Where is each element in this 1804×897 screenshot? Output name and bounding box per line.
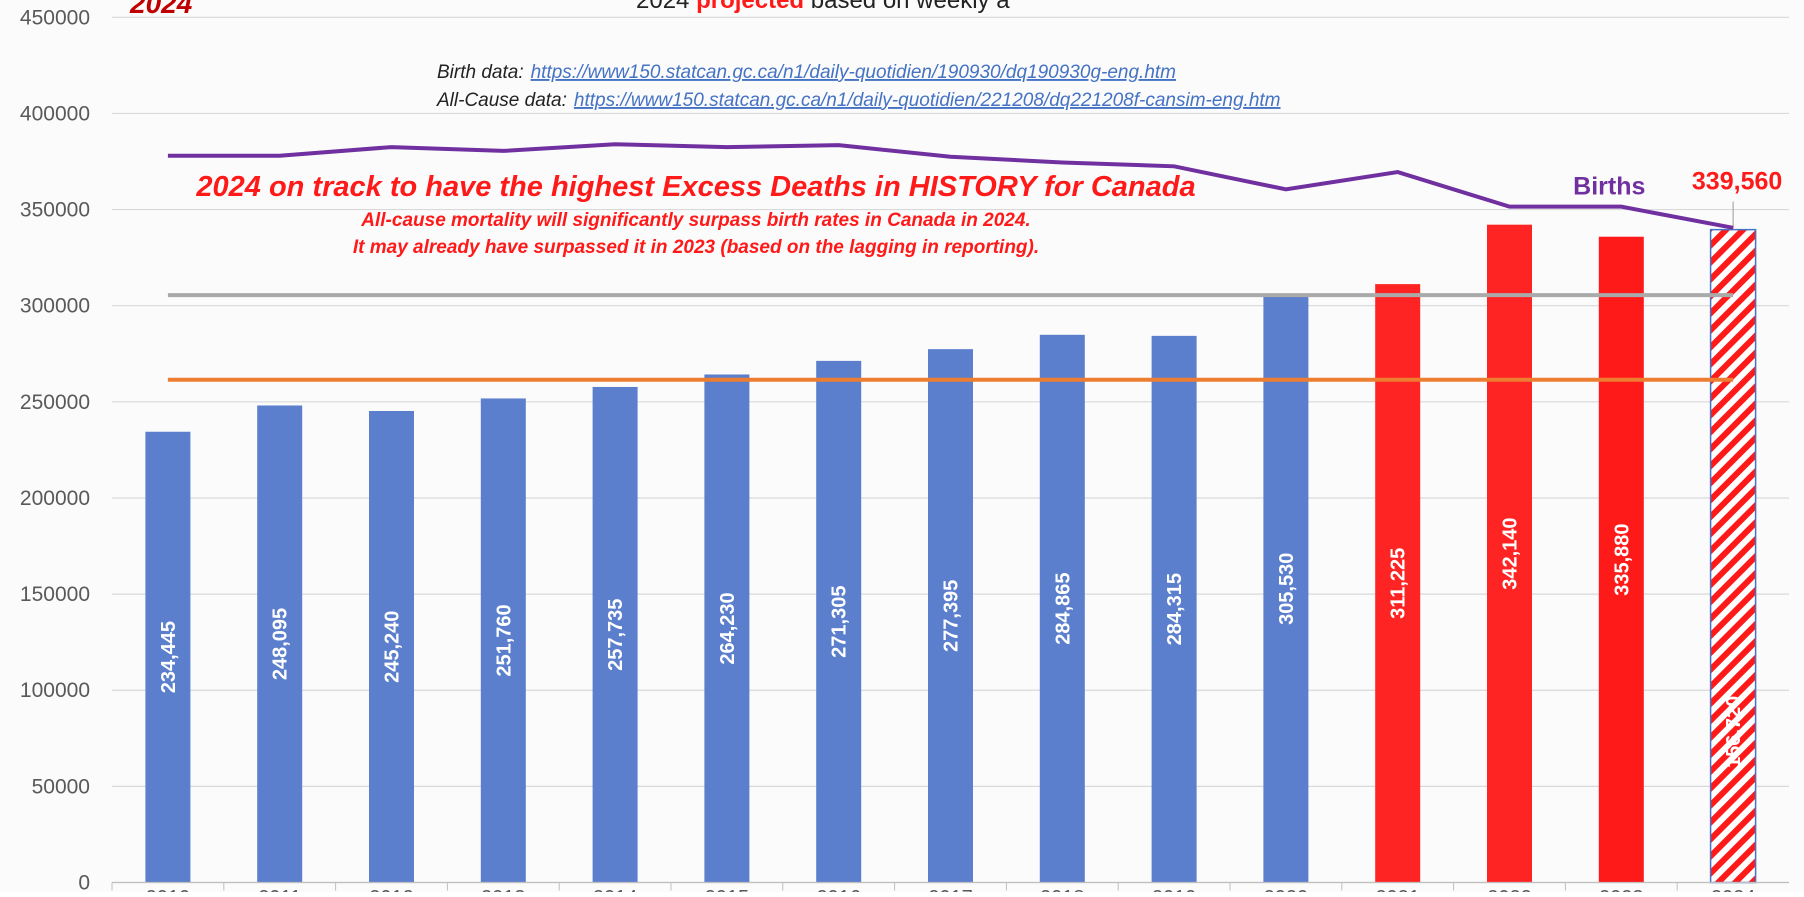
x-tick-label: 2012: [369, 887, 414, 892]
x-tick-label: 2011: [258, 887, 301, 892]
bar: [1598, 236, 1644, 883]
bar: [928, 349, 973, 883]
top-text-part: projected: [696, 0, 804, 14]
y-tick-label: 450000: [20, 6, 90, 29]
bar: [704, 374, 750, 883]
y-tick-label: 150000: [20, 583, 90, 606]
value-label: 251,760: [493, 604, 515, 676]
value-label: 277,395: [941, 580, 963, 652]
corner-text: 2024: [129, 0, 193, 19]
value-label: 311,225: [1388, 548, 1410, 619]
y-tick-label: 50000: [32, 775, 90, 798]
subtitle: All-cause mortality will significantly s…: [360, 210, 1030, 231]
projected-bar: [1709, 228, 1757, 884]
value-label: 284,315: [1164, 573, 1186, 645]
x-tick-label: 2010: [146, 887, 191, 892]
x-tick-label: 2021: [1375, 887, 1420, 892]
x-tick-label: 2016: [816, 887, 861, 892]
value-label: 234,445: [158, 621, 180, 693]
value-label: 271,305: [829, 586, 851, 658]
value-label: 305,530: [1276, 553, 1298, 625]
bar: [1487, 224, 1532, 883]
value-label: 248,095: [270, 608, 292, 680]
bar: [592, 386, 638, 883]
x-tick-label: 2017: [928, 887, 973, 892]
y-tick-label: 350000: [20, 199, 90, 222]
bar: [1375, 284, 1421, 883]
x-tick-label: 2015: [705, 887, 750, 892]
value-label: 342,140: [1500, 517, 1522, 589]
top-text: 2024 projected based on weekly a: [636, 0, 1010, 14]
value-label: 156,720: [1723, 696, 1745, 768]
y-tick-label: 200000: [20, 487, 90, 510]
x-tick-label: 2022: [1487, 887, 1532, 892]
bar: [1263, 295, 1309, 883]
bar: [369, 410, 414, 883]
y-tick-label: 400000: [20, 102, 90, 125]
x-tick-label: 2023: [1599, 887, 1644, 892]
bar: [1151, 335, 1197, 883]
y-tick-label: 100000: [20, 679, 90, 702]
births-line: [167, 142, 1734, 230]
value-label: 335,880: [1611, 523, 1633, 595]
value-label: 284,865: [1052, 573, 1074, 645]
value-label: 257,735: [605, 599, 627, 671]
x-tick-label: 2020: [1264, 887, 1309, 892]
source-line: Birth data: https://www150.statcan.gc.ca/…: [437, 62, 1176, 83]
subtitle: It may already have surpassed it in 2023…: [353, 237, 1039, 258]
x-tick-label: 2024: [1711, 887, 1756, 892]
y-tick-label: 300000: [20, 295, 90, 318]
bar: [480, 398, 526, 883]
source-label: Birth data:: [437, 62, 524, 83]
value-label: 264,230: [717, 592, 739, 664]
source-link[interactable]: https://www150.statcan.gc.ca/n1/daily-qu…: [531, 62, 1176, 83]
x-tick-label: 2019: [1152, 887, 1197, 892]
bar: [145, 431, 191, 883]
value-label: 339,560: [1692, 168, 1782, 196]
value-label: 245,240: [382, 611, 404, 683]
source-link[interactable]: https://www150.statcan.gc.ca/n1/daily-qu…: [574, 90, 1281, 111]
series-label: Births: [1573, 173, 1645, 201]
x-tick-label: 2014: [593, 887, 638, 892]
x-tick-label: 2018: [1040, 887, 1085, 892]
headline: 2024 on track to have the highest Excess…: [195, 171, 1195, 203]
y-tick-label: 250000: [20, 391, 90, 414]
x-tick-label: 2013: [481, 887, 526, 892]
bar: [257, 405, 303, 883]
y-tick-label: 0: [78, 872, 90, 893]
bar: [816, 360, 862, 883]
top-text-part: 2024: [636, 0, 696, 14]
top-text-part: based on weekly a: [804, 0, 1010, 14]
source-label: All-Cause data:: [436, 90, 567, 111]
bar: [1039, 334, 1085, 883]
source-line: All-Cause data: https://www150.statcan.gc…: [436, 90, 1281, 111]
